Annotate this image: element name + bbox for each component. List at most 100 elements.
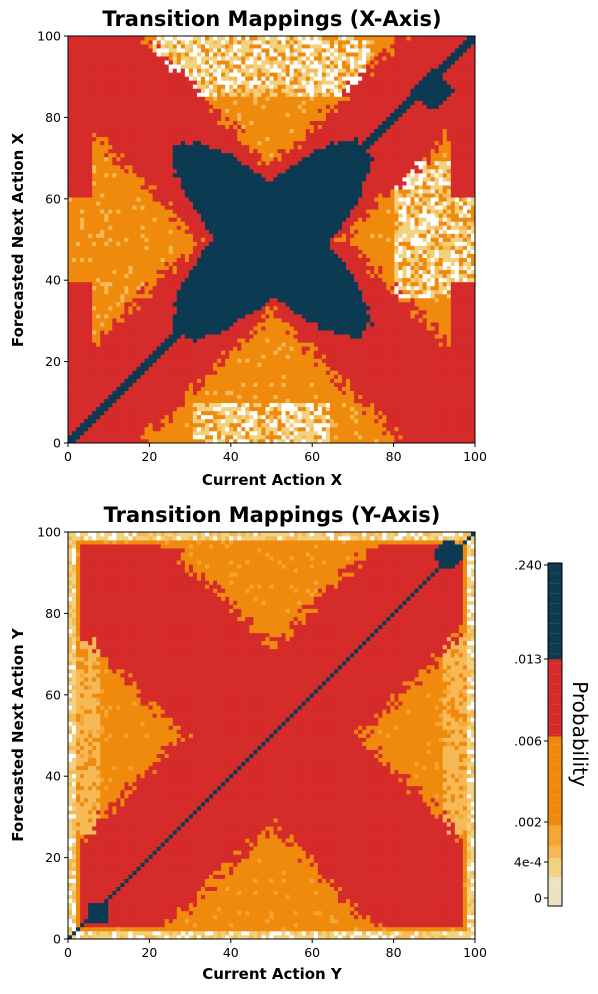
heatmap-cell xyxy=(152,330,157,335)
heatmap-cell xyxy=(80,249,85,254)
heatmap-cell xyxy=(92,132,97,138)
heatmap-cell xyxy=(100,402,105,408)
heatmap-cell xyxy=(112,366,117,371)
heatmap-cell xyxy=(200,350,206,355)
heatmap-cell xyxy=(241,209,246,214)
heatmap-cell xyxy=(92,124,97,130)
heatmap-cell xyxy=(144,36,149,41)
heatmap-cell xyxy=(156,108,162,113)
heatmap-cell xyxy=(257,245,262,250)
heatmap-cell xyxy=(172,213,178,218)
heatmap-cell xyxy=(96,314,101,319)
heatmap-cell xyxy=(100,197,105,202)
heatmap-cell xyxy=(124,144,129,150)
heatmap-cell xyxy=(253,233,258,238)
heatmap-cell xyxy=(84,418,89,424)
heatmap-cell xyxy=(180,189,186,194)
heatmap-cell xyxy=(140,56,145,61)
heatmap-cell xyxy=(205,281,210,287)
heatmap-cell xyxy=(80,318,85,323)
heatmap-cell xyxy=(124,394,129,400)
heatmap-cell xyxy=(233,390,238,395)
heatmap-cell xyxy=(108,422,113,428)
heatmap-cell xyxy=(72,96,77,101)
heatmap-cell xyxy=(132,261,137,267)
heatmap-cell xyxy=(233,354,238,359)
heatmap-cell xyxy=(84,160,89,166)
heatmap-cell xyxy=(188,160,194,166)
heatmap-cell xyxy=(144,193,149,198)
heatmap-cell xyxy=(265,322,270,327)
heatmap-cell xyxy=(257,72,262,77)
heatmap-cell xyxy=(112,56,117,61)
heatmap-cell xyxy=(213,273,218,279)
heatmap-cell xyxy=(108,382,113,387)
heatmap-cell xyxy=(221,120,226,125)
heatmap-cell xyxy=(241,60,246,65)
heatmap-cell xyxy=(124,322,129,327)
heatmap-cell xyxy=(68,48,73,53)
heatmap-cell xyxy=(229,285,234,291)
heatmap-cell xyxy=(136,289,141,295)
heatmap-cell xyxy=(249,265,254,271)
heatmap-cell xyxy=(124,189,129,194)
heatmap-cell xyxy=(188,253,194,258)
heatmap-cell xyxy=(84,265,89,271)
heatmap-cell xyxy=(132,201,137,206)
heatmap-cell xyxy=(237,310,242,315)
heatmap-cell xyxy=(176,177,182,182)
heatmap-cell xyxy=(257,386,262,391)
heatmap-cell xyxy=(88,80,93,85)
heatmap-cell xyxy=(156,418,162,424)
heatmap-cell xyxy=(265,414,270,420)
heatmap-cell xyxy=(68,301,73,307)
heatmap-cell xyxy=(76,426,81,432)
heatmap-cell xyxy=(156,44,162,49)
heatmap-cell xyxy=(112,414,117,420)
heatmap-cell xyxy=(233,382,238,387)
heatmap-cell xyxy=(156,104,162,109)
heatmap-cell xyxy=(229,414,234,420)
heatmap-cell xyxy=(148,48,153,53)
heatmap-cell xyxy=(225,36,230,41)
heatmap-cell xyxy=(116,438,121,444)
heatmap-cell xyxy=(261,56,266,61)
heatmap-cell xyxy=(104,394,109,400)
heatmap-cell xyxy=(172,233,178,238)
heatmap-cell xyxy=(108,156,113,162)
heatmap-cell xyxy=(140,229,145,234)
heatmap-cell xyxy=(192,326,198,331)
heatmap-cell xyxy=(184,173,190,178)
heatmap-cell xyxy=(257,430,262,436)
heatmap-cell xyxy=(92,422,97,428)
heatmap-cell xyxy=(176,217,182,222)
heatmap-cell xyxy=(229,305,234,311)
heatmap-cell xyxy=(92,116,97,121)
heatmap-cell xyxy=(120,346,125,351)
heatmap-cell xyxy=(180,289,186,295)
heatmap-cell xyxy=(124,177,129,182)
heatmap-cell xyxy=(168,64,174,69)
heatmap-cell xyxy=(164,132,170,138)
heatmap-cell xyxy=(112,72,117,77)
heatmap-cell xyxy=(144,326,149,331)
heatmap-cell xyxy=(241,438,246,444)
heatmap-cell xyxy=(176,249,182,254)
heatmap-cell xyxy=(205,68,210,73)
heatmap-cell xyxy=(221,326,226,331)
heatmap-cell xyxy=(168,120,174,125)
heatmap-cell xyxy=(140,277,145,283)
heatmap-cell xyxy=(120,185,125,190)
heatmap-cell xyxy=(229,342,234,347)
heatmap-cell xyxy=(217,52,222,57)
heatmap-cell xyxy=(88,136,93,142)
heatmap-cell xyxy=(100,273,105,279)
heatmap-cell xyxy=(104,370,109,375)
heatmap-cell xyxy=(209,197,214,202)
heatmap-cell xyxy=(152,293,157,299)
heatmap-cell xyxy=(229,273,234,279)
heatmap-cell xyxy=(112,386,117,391)
heatmap-cell xyxy=(124,237,129,242)
heatmap-cell xyxy=(172,322,178,327)
heatmap-cell xyxy=(176,237,182,242)
